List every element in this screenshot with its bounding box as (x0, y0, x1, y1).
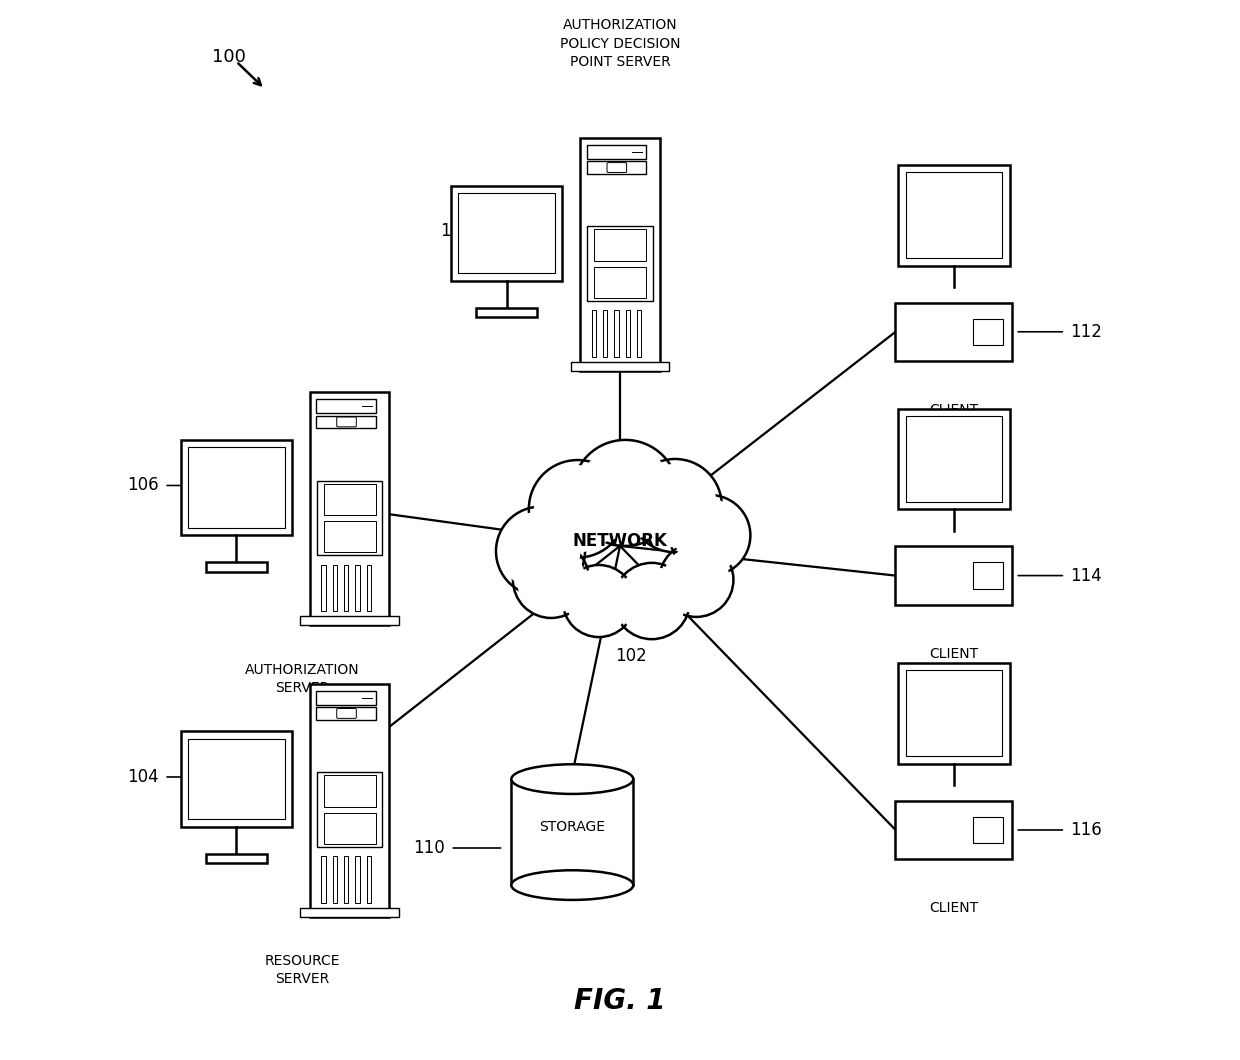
FancyBboxPatch shape (324, 483, 376, 515)
FancyBboxPatch shape (594, 229, 646, 261)
FancyBboxPatch shape (181, 731, 291, 827)
FancyBboxPatch shape (895, 801, 1012, 859)
Circle shape (567, 569, 630, 633)
FancyBboxPatch shape (367, 565, 371, 612)
Text: CLIENT: CLIENT (929, 647, 978, 660)
FancyBboxPatch shape (206, 562, 267, 571)
Circle shape (619, 567, 686, 635)
FancyBboxPatch shape (626, 311, 630, 357)
FancyBboxPatch shape (591, 311, 596, 357)
FancyBboxPatch shape (608, 162, 626, 173)
Ellipse shape (511, 870, 634, 900)
Circle shape (573, 440, 678, 546)
Text: 110: 110 (413, 840, 445, 856)
FancyBboxPatch shape (905, 670, 1002, 757)
Text: CLIENT: CLIENT (929, 403, 978, 417)
FancyBboxPatch shape (188, 447, 284, 528)
FancyBboxPatch shape (898, 165, 1009, 266)
FancyBboxPatch shape (580, 138, 660, 371)
Text: RESOURCE
SERVER: RESOURCE SERVER (264, 954, 340, 987)
FancyBboxPatch shape (459, 193, 554, 273)
Text: 116: 116 (1070, 822, 1102, 838)
FancyBboxPatch shape (587, 161, 646, 174)
Circle shape (513, 542, 589, 618)
Text: 102: 102 (615, 647, 646, 665)
FancyBboxPatch shape (343, 565, 348, 612)
FancyBboxPatch shape (594, 267, 646, 298)
Circle shape (563, 565, 635, 637)
Text: AUTHORIZATION
SERVER: AUTHORIZATION SERVER (244, 662, 360, 695)
FancyBboxPatch shape (972, 817, 1003, 843)
FancyBboxPatch shape (895, 303, 1012, 360)
FancyBboxPatch shape (332, 856, 337, 903)
Circle shape (501, 512, 579, 590)
FancyBboxPatch shape (188, 739, 284, 819)
Text: NETWORK: NETWORK (573, 532, 667, 549)
FancyBboxPatch shape (905, 417, 1002, 502)
Text: 108: 108 (440, 223, 471, 240)
FancyBboxPatch shape (356, 856, 360, 903)
FancyBboxPatch shape (324, 522, 376, 552)
FancyBboxPatch shape (476, 307, 537, 317)
Circle shape (614, 563, 689, 639)
FancyBboxPatch shape (588, 227, 652, 301)
FancyBboxPatch shape (310, 684, 389, 917)
FancyBboxPatch shape (310, 392, 389, 625)
Text: STORAGE: STORAGE (539, 819, 605, 834)
FancyBboxPatch shape (316, 400, 376, 413)
FancyBboxPatch shape (343, 856, 348, 903)
FancyBboxPatch shape (300, 616, 399, 625)
FancyBboxPatch shape (321, 856, 326, 903)
FancyBboxPatch shape (337, 708, 356, 719)
Text: 106: 106 (128, 477, 159, 494)
FancyBboxPatch shape (367, 856, 371, 903)
FancyBboxPatch shape (570, 361, 670, 371)
FancyBboxPatch shape (614, 311, 619, 357)
FancyBboxPatch shape (895, 547, 1012, 604)
Circle shape (496, 507, 585, 596)
Circle shape (663, 547, 729, 613)
FancyBboxPatch shape (587, 145, 646, 159)
FancyBboxPatch shape (316, 416, 376, 428)
FancyBboxPatch shape (898, 409, 1009, 510)
FancyBboxPatch shape (321, 565, 326, 612)
FancyBboxPatch shape (316, 691, 376, 705)
FancyBboxPatch shape (451, 186, 562, 281)
Text: FIG. 1: FIG. 1 (574, 988, 666, 1015)
Text: 114: 114 (1070, 567, 1102, 584)
FancyBboxPatch shape (206, 853, 267, 863)
FancyBboxPatch shape (972, 563, 1003, 588)
Circle shape (629, 459, 722, 552)
FancyBboxPatch shape (300, 907, 399, 917)
FancyBboxPatch shape (317, 773, 382, 847)
FancyBboxPatch shape (337, 417, 356, 427)
FancyBboxPatch shape (603, 311, 608, 357)
FancyBboxPatch shape (316, 707, 376, 720)
Text: 100: 100 (212, 48, 246, 66)
Circle shape (660, 543, 733, 617)
FancyBboxPatch shape (356, 565, 360, 612)
Text: 104: 104 (128, 768, 159, 785)
FancyBboxPatch shape (972, 319, 1003, 344)
Text: 112: 112 (1070, 323, 1102, 340)
FancyBboxPatch shape (181, 440, 291, 535)
Circle shape (675, 500, 745, 570)
FancyBboxPatch shape (905, 173, 1002, 259)
Text: CLIENT: CLIENT (929, 901, 978, 915)
FancyBboxPatch shape (332, 565, 337, 612)
FancyBboxPatch shape (511, 779, 634, 885)
Circle shape (634, 464, 717, 547)
Ellipse shape (511, 764, 634, 794)
Text: AUTHORIZATION
POLICY DECISION
POINT SERVER: AUTHORIZATION POLICY DECISION POINT SERV… (559, 18, 681, 69)
Circle shape (579, 446, 672, 540)
Circle shape (534, 466, 620, 551)
FancyBboxPatch shape (324, 775, 376, 807)
Circle shape (517, 546, 585, 614)
FancyBboxPatch shape (324, 813, 376, 844)
Circle shape (528, 460, 626, 558)
FancyBboxPatch shape (898, 664, 1009, 763)
Circle shape (670, 495, 750, 576)
FancyBboxPatch shape (637, 311, 641, 357)
FancyBboxPatch shape (317, 481, 382, 555)
